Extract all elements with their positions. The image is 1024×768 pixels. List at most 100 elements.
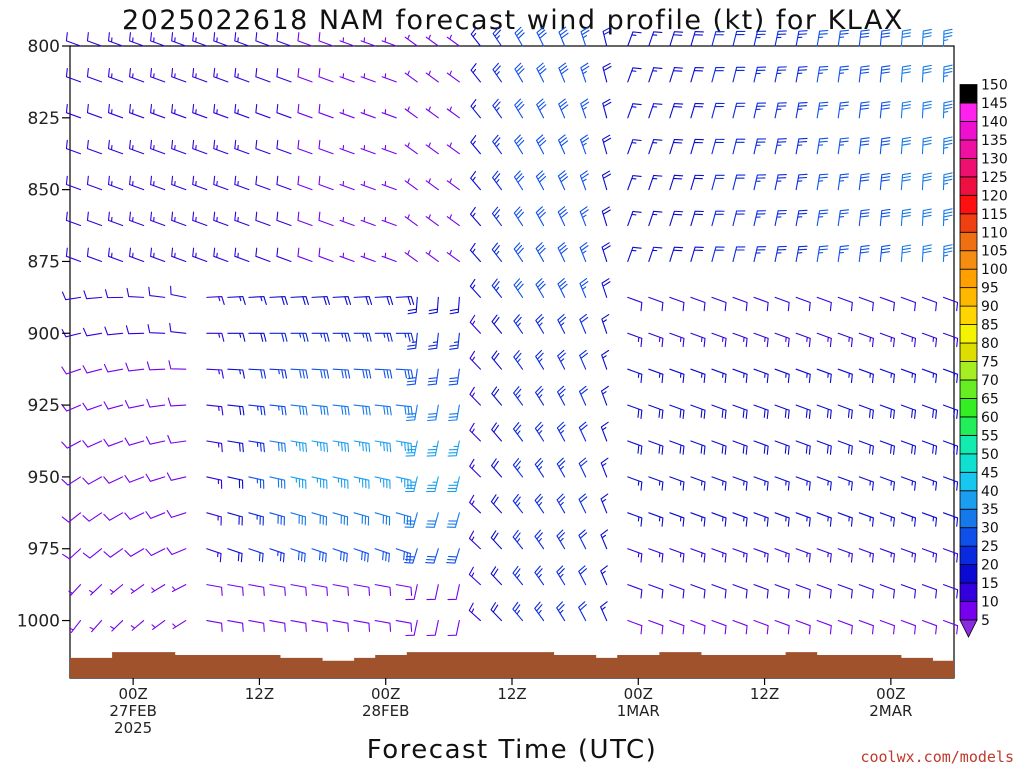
wind-barb: [381, 180, 397, 191]
wind-barb: [234, 211, 250, 227]
wind-barb: [900, 29, 912, 47]
wind-barb: [837, 404, 853, 419]
colorbar-swatch: [959, 121, 978, 141]
wind-barb: [318, 175, 334, 191]
wind-barb: [921, 332, 938, 348]
wind-barb: [837, 512, 853, 527]
wind-barb: [171, 32, 187, 47]
colorbar-tick-label: 100: [981, 262, 1008, 278]
wind-barb: [512, 529, 524, 550]
wind-barb: [130, 619, 145, 631]
wind-barb: [669, 296, 685, 312]
wind-barb: [332, 584, 349, 597]
y-tick-label: 900: [28, 324, 60, 344]
wind-barb: [318, 32, 334, 47]
wind-barb: [774, 440, 790, 455]
wind-barb: [732, 548, 748, 563]
wind-barb: [648, 103, 663, 119]
wind-barb: [627, 210, 642, 227]
wind-barb: [536, 98, 547, 119]
wind-barb: [669, 332, 685, 348]
wind-barb: [86, 32, 103, 47]
wind-barb: [269, 512, 285, 526]
wind-barb: [425, 214, 439, 227]
x-tick-label: 12Z: [497, 685, 526, 703]
wind-barb: [360, 73, 376, 83]
wind-barb: [921, 404, 938, 419]
wind-barb: [774, 296, 790, 312]
wind-barb: [425, 512, 439, 528]
wind-barb: [513, 386, 524, 406]
wind-barb: [248, 440, 265, 453]
wind-barb: [648, 404, 664, 419]
wind-barb: [858, 244, 870, 263]
wind-barb: [269, 548, 285, 563]
wind-barb: [192, 211, 208, 227]
wind-barb: [339, 109, 355, 119]
wind-barb: [921, 368, 938, 384]
wind-barb: [470, 135, 481, 155]
wind-barb: [879, 440, 895, 455]
wind-barb: [490, 458, 503, 478]
wind-barb: [449, 332, 460, 350]
wind-barb: [732, 30, 746, 47]
wind-barb: [753, 66, 767, 83]
wind-barb: [276, 68, 292, 83]
wind-barb: [206, 440, 223, 453]
color-legend: 5 10 15 20 25 30 35 40 45 50 55 60 65 70 75 80 85 90 95 100…: [959, 78, 1008, 638]
wind-barb: [600, 493, 609, 514]
wind-barb: [124, 474, 145, 483]
wind-barb: [879, 29, 891, 47]
wind-barb: [61, 476, 82, 486]
wind-barb: [248, 584, 265, 597]
wind-barb: [879, 548, 895, 563]
wind-barb: [627, 139, 642, 155]
wind-barb: [227, 295, 246, 305]
wind-barb: [107, 175, 124, 191]
wind-barb: [129, 68, 145, 83]
wind-barb: [82, 365, 103, 374]
wind-barb: [879, 512, 895, 527]
wind-barb: [446, 178, 460, 191]
wind-barb: [837, 440, 853, 455]
wind-barb: [942, 296, 959, 312]
wind-barb: [921, 28, 932, 47]
wind-barb: [234, 32, 250, 47]
wind-barb: [146, 361, 166, 371]
wind-barb: [332, 368, 351, 379]
wind-barb: [206, 619, 223, 632]
wind-barb: [86, 103, 103, 119]
wind-barb: [374, 548, 390, 563]
wind-barb: [213, 211, 229, 227]
colorbar-tick-label: 135: [981, 133, 1008, 149]
wind-barb: [534, 529, 545, 550]
wind-barb: [86, 211, 103, 227]
wind-barb: [753, 440, 769, 455]
wind-barb: [535, 278, 546, 298]
wind-barb: [795, 173, 808, 191]
wind-barb: [62, 548, 82, 560]
wind-barb: [690, 476, 706, 491]
wind-barb: [82, 327, 103, 337]
wind-barb: [269, 584, 286, 597]
wind-barb: [579, 242, 589, 263]
wind-barb: [795, 404, 811, 419]
chart-title: 2025022618 NAM forecast wind profile (kt…: [122, 5, 904, 36]
wind-barb: [61, 440, 82, 449]
wind-barb: [627, 332, 643, 348]
wind-barb: [339, 180, 355, 191]
wind-barb: [795, 332, 811, 348]
wind-barb: [900, 208, 912, 227]
wind-barb: [669, 584, 685, 599]
wind-barb: [82, 512, 103, 522]
wind-barb: [470, 170, 481, 191]
wind-barb: [690, 332, 706, 348]
wind-barb: [669, 404, 685, 419]
wind-barb: [381, 109, 397, 119]
wind-barb: [711, 296, 727, 312]
colorbar-tick-label: 115: [981, 207, 1008, 223]
wind-barb: [206, 548, 222, 563]
wind-barb: [921, 64, 932, 83]
wind-barb: [942, 619, 959, 635]
wind-barb: [103, 401, 124, 410]
